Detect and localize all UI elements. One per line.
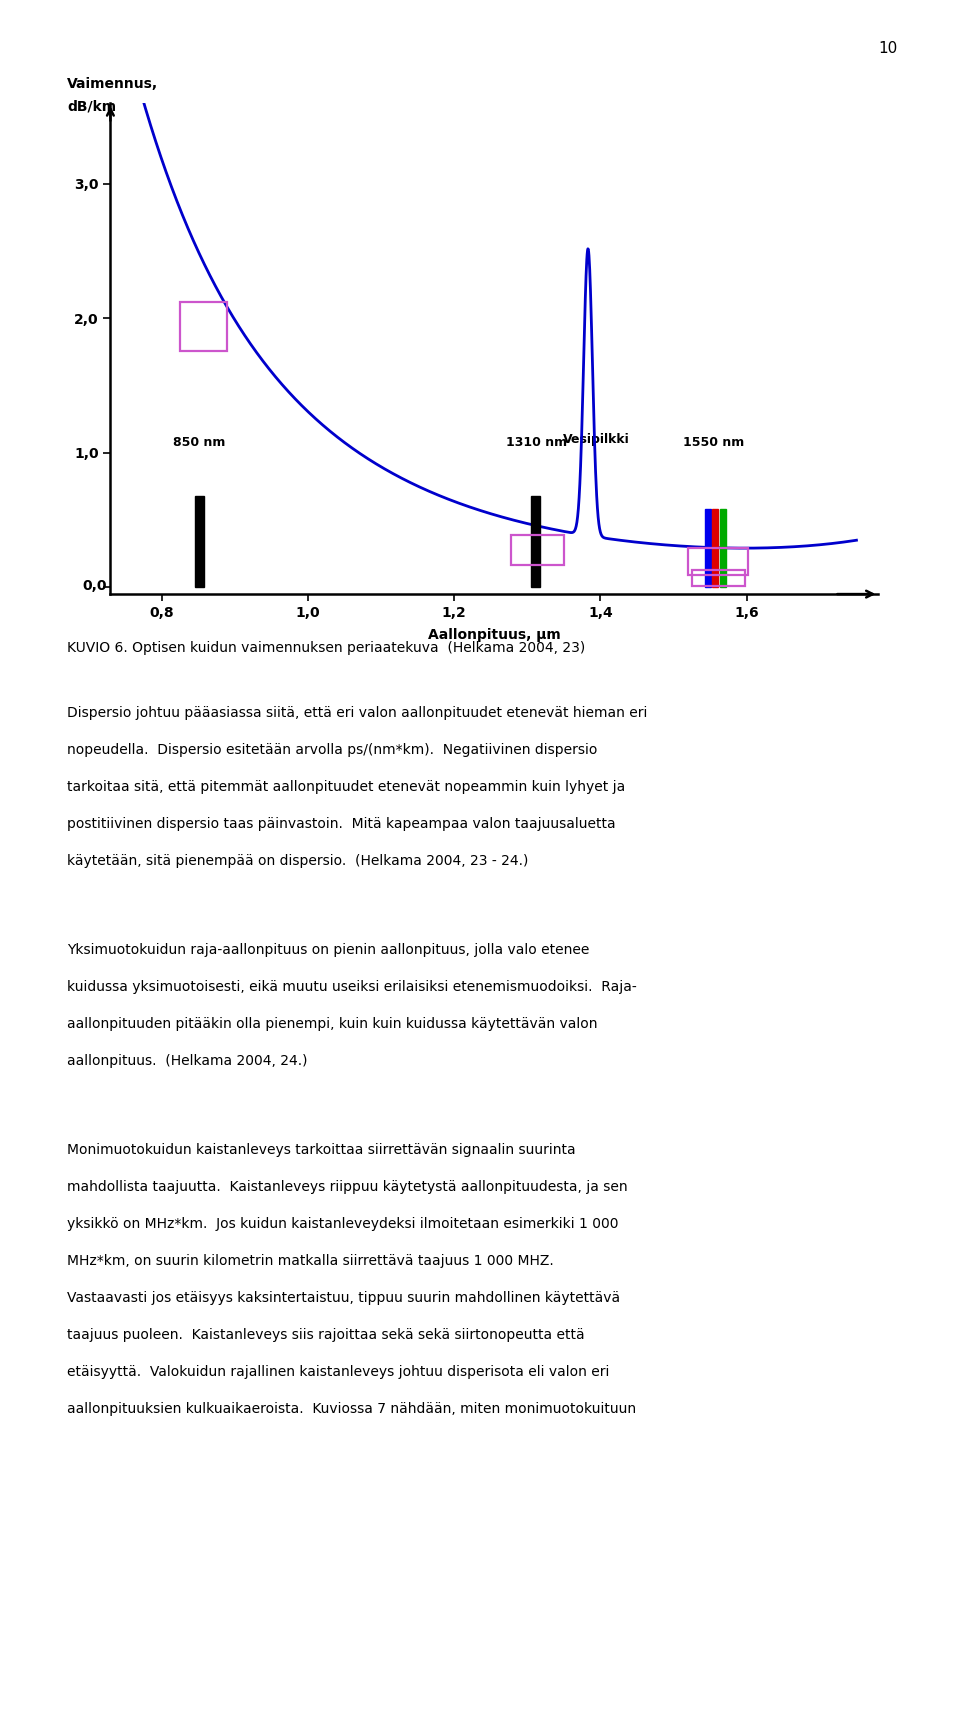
Text: Vastaavasti jos etäisyys kaksintertaistuu, tippuu suurin mahdollinen käytettävä: Vastaavasti jos etäisyys kaksintertaistu…	[67, 1292, 620, 1305]
Text: mahdollista taajuutta.  Kaistanleveys riippuu käytetystä aallonpituudesta, ja se: mahdollista taajuutta. Kaistanleveys rii…	[67, 1180, 628, 1193]
Text: 1550 nm: 1550 nm	[684, 436, 744, 449]
Text: käytetään, sitä pienempää on dispersio.  (Helkama 2004, 23 - 24.): käytetään, sitä pienempää on dispersio. …	[67, 854, 529, 868]
Text: aallonpituuksien kulkuaikaeroista.  Kuviossa 7 nähdään, miten monimuotokuituun: aallonpituuksien kulkuaikaeroista. Kuvio…	[67, 1402, 636, 1415]
Bar	[531, 496, 540, 587]
Text: KUVIO 6. Optisen kuidun vaimennuksen periaatekuva  (Helkama 2004, 23): KUVIO 6. Optisen kuidun vaimennuksen per…	[67, 641, 586, 654]
Text: Yksimuotokuidun raja-aallonpituus on pienin aallonpituus, jolla valo etenee: Yksimuotokuidun raja-aallonpituus on pie…	[67, 942, 589, 957]
Bar	[195, 496, 204, 587]
Bar	[712, 510, 718, 587]
Text: aallonpituuden pitääkin olla pienempi, kuin kuin kuidussa käytettävän valon: aallonpituuden pitääkin olla pienempi, k…	[67, 1016, 598, 1031]
Text: Monimuotokuidun kaistanleveys tarkoittaa siirrettävän signaalin suurinta: Monimuotokuidun kaistanleveys tarkoittaa…	[67, 1143, 576, 1157]
Text: postitiivinen dispersio taas päinvastoin.  Mitä kapeampaa valon taajuusaluetta: postitiivinen dispersio taas päinvastoin…	[67, 816, 615, 832]
Text: MHz*km, on suurin kilometrin matkalla siirrettävä taajuus 1 000 MHZ.: MHz*km, on suurin kilometrin matkalla si…	[67, 1254, 554, 1267]
Bar	[692, 570, 745, 585]
Text: Vesipilkki: Vesipilkki	[564, 434, 630, 446]
Text: 850 nm: 850 nm	[174, 436, 226, 449]
X-axis label: Aallonpituus, μm: Aallonpituus, μm	[428, 629, 561, 642]
Text: kuidussa yksimuotoisesti, eikä muutu useiksi erilaisiksi etenemismuodoiksi.  Raj: kuidussa yksimuotoisesti, eikä muutu use…	[67, 980, 636, 994]
Bar	[512, 536, 564, 565]
Bar	[720, 510, 726, 587]
Bar	[688, 548, 748, 575]
Text: etäisyyttä.  Valokuidun rajallinen kaistanleveys johtuu disperisota eli valon er: etäisyyttä. Valokuidun rajallinen kaista…	[67, 1364, 610, 1379]
Text: taajuus puoleen.  Kaistanleveys siis rajoittaa sekä sekä siirtonopeutta että: taajuus puoleen. Kaistanleveys siis rajo…	[67, 1328, 585, 1341]
Text: 10: 10	[878, 41, 898, 57]
Bar	[180, 303, 228, 351]
Text: tarkoitaa sitä, että pitemmät aallonpituudet etenevät nopeammin kuin lyhyet ja: tarkoitaa sitä, että pitemmät aallonpitu…	[67, 780, 626, 794]
Text: Dispersio johtuu pääasiassa siitä, että eri valon aallonpituudet etenevät hieman: Dispersio johtuu pääasiassa siitä, että …	[67, 706, 648, 720]
Text: aallonpituus.  (Helkama 2004, 24.): aallonpituus. (Helkama 2004, 24.)	[67, 1054, 308, 1068]
Text: 0,0: 0,0	[83, 579, 107, 592]
Text: dB/km: dB/km	[67, 100, 116, 114]
Text: Vaimennus,: Vaimennus,	[67, 77, 158, 91]
Text: yksikkö on MHz*km.  Jos kuidun kaistanleveydeksi ilmoitetaan esimerkiki 1 000: yksikkö on MHz*km. Jos kuidun kaistanlev…	[67, 1216, 618, 1231]
Text: nopeudella.  Dispersio esitetään arvolla ps/(nm*km).  Negatiivinen dispersio: nopeudella. Dispersio esitetään arvolla …	[67, 744, 597, 758]
Text: 1310 nm: 1310 nm	[506, 436, 566, 449]
Bar	[705, 510, 711, 587]
